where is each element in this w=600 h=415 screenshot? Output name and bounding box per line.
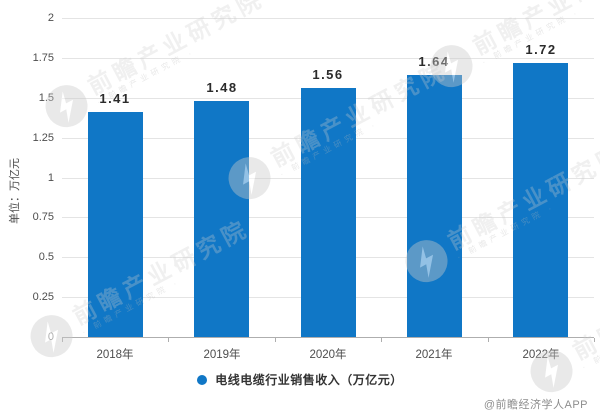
- y-tick-label: 1.25: [32, 131, 54, 144]
- bar-value-label: 1.48: [206, 80, 238, 95]
- x-tick-label: 2022年: [522, 349, 560, 361]
- y-tick-label: 0: [47, 331, 54, 343]
- x-axis-tick: [488, 338, 489, 342]
- legend: 电线电缆行业销售收入（万亿元）: [0, 371, 600, 388]
- x-tick-label: 2020年: [309, 349, 347, 361]
- y-tick-label: 0.5: [38, 251, 54, 264]
- bar-value-label: 1.56: [312, 67, 344, 82]
- y-tick-label: 0.75: [32, 211, 54, 224]
- bar-value-label: 1.64: [418, 54, 450, 69]
- bar-2022年: [513, 63, 568, 337]
- bar-value-label: 1.72: [525, 42, 557, 57]
- y-tick-label: 1.5: [38, 91, 54, 104]
- plot-area: 1.41 1.48 1.56 1.64 1.72: [62, 18, 595, 342]
- x-axis-tick: [168, 338, 169, 342]
- x-tick-label: 2019年: [203, 349, 241, 361]
- bar-2021年: [407, 75, 462, 337]
- bar-2019年: [194, 101, 249, 337]
- bar-2018年: [88, 112, 143, 337]
- y-tick-label: 1: [47, 171, 54, 184]
- x-tick-label: 2021年: [415, 349, 453, 361]
- x-axis-tick: [594, 338, 595, 342]
- y-tick-label: 0.25: [32, 291, 54, 304]
- bar-value-label: 1.41: [99, 91, 131, 106]
- y-tick-label: 1.75: [32, 51, 54, 64]
- legend-marker-circle-icon: [197, 374, 208, 385]
- gridline: [62, 18, 594, 19]
- bar-2020年: [301, 88, 356, 337]
- x-tick-label: 2018年: [96, 349, 134, 361]
- x-axis-tick: [381, 338, 382, 342]
- x-axis-tick: [275, 338, 276, 342]
- y-tick-label: 2: [47, 12, 54, 24]
- x-axis-tick: [62, 338, 63, 342]
- source-attribution: @前瞻经济学人APP: [483, 399, 588, 411]
- x-axis-line: [62, 337, 594, 338]
- gridline: [62, 57, 594, 59]
- legend-label: 电线电缆行业销售收入（万亿元）: [215, 373, 403, 387]
